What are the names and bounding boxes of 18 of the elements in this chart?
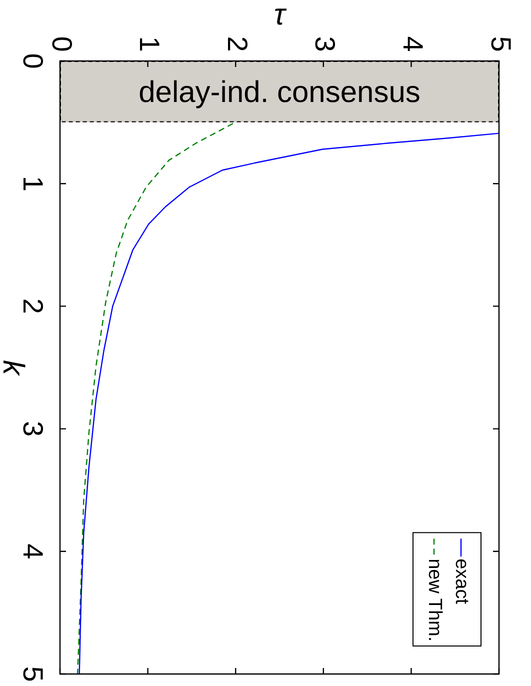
x-tick-label: 3 [310, 36, 341, 52]
y-tick-label: 5 [17, 666, 48, 682]
x-tick-label: 4 [397, 36, 428, 52]
y-tick-label: 1 [17, 176, 48, 192]
y-tick-label: 4 [17, 544, 48, 560]
legend-label: exact [450, 558, 472, 605]
y-tick-label: 2 [17, 298, 48, 314]
y-tick-label: 3 [17, 421, 48, 437]
legend-label: new Thm. [424, 558, 445, 642]
x-tick-label: 5 [485, 36, 516, 52]
x-tick-label: 2 [222, 36, 253, 52]
y-axis-title: k [0, 360, 30, 377]
line-series [76, 122, 234, 674]
y-tick-label: 0 [17, 53, 48, 69]
x-tick-label: 0 [46, 36, 78, 52]
band-label: delay-ind. consensus [138, 76, 420, 109]
x-axis-title: τ [274, 0, 287, 32]
x-tick-label: 1 [134, 36, 166, 52]
